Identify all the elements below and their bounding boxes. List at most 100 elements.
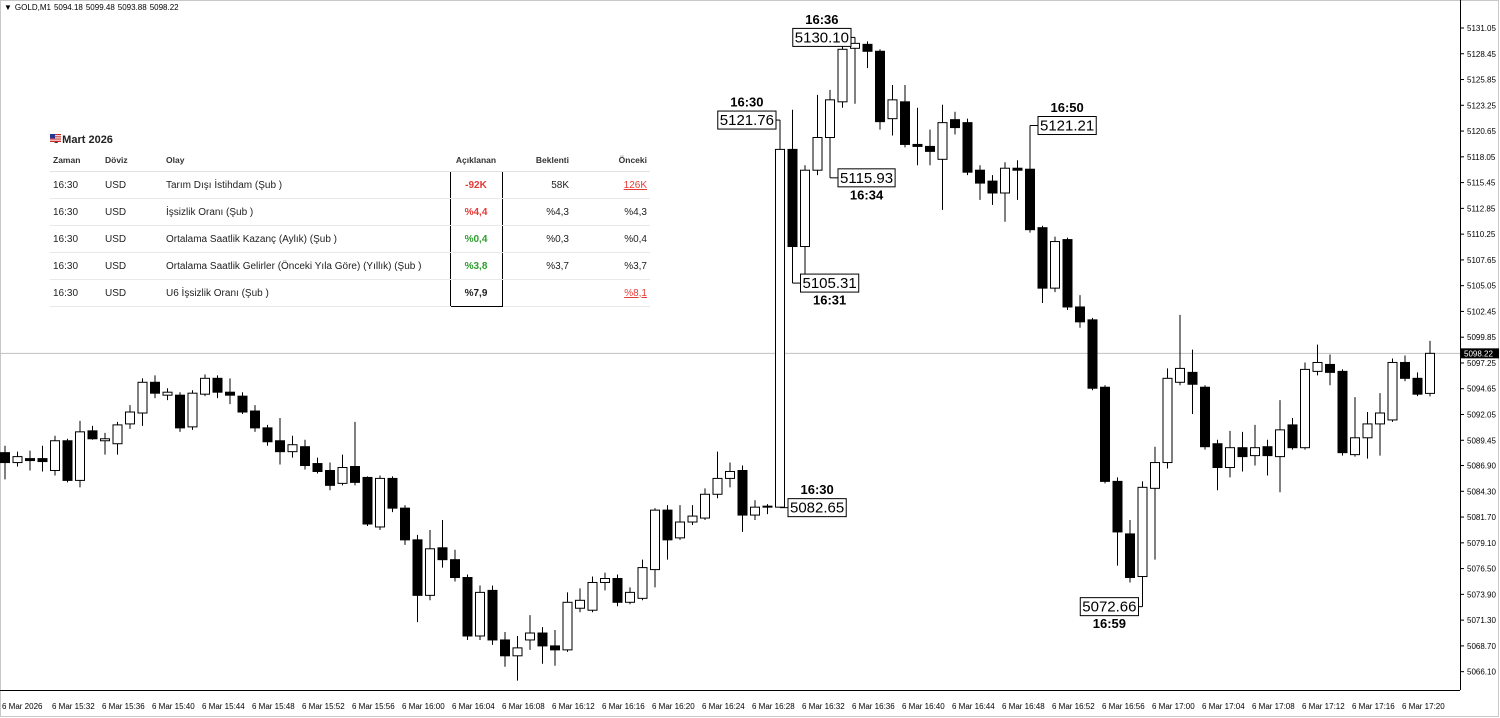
- candle-up: [675, 521, 685, 539]
- candle-up: [1300, 368, 1310, 449]
- cell-text: 16:30: [53, 179, 79, 191]
- cell-text: 16:30: [53, 287, 79, 299]
- candle-down: [225, 391, 235, 396]
- candle-up: [1387, 361, 1398, 421]
- cell-text: %8,1: [624, 287, 647, 299]
- candle-up: [937, 122, 948, 160]
- candle-up: [1137, 486, 1148, 578]
- x-tick-label: 6 Mar 16:20: [652, 702, 695, 711]
- candle-up: [600, 578, 610, 583]
- x-tick-label: 6 Mar 16:48: [1002, 702, 1045, 711]
- column-header: Açıklanan: [450, 153, 502, 172]
- x-tick-label: 6 Mar 17:00: [1152, 702, 1195, 711]
- cell-text: %0,3: [546, 233, 569, 245]
- currency: USD: [50, 134, 163, 307]
- candle-down: [62, 440, 73, 481]
- calendar-date: 6 Mart 2026: [53, 134, 113, 146]
- cell-text: İşsizlik Oranı (Şub ): [166, 206, 254, 218]
- candle-down: [737, 469, 748, 516]
- candle-down: [987, 180, 998, 194]
- annotation-time: 16:34: [850, 187, 884, 202]
- x-tick-label: 6 Mar 17:20: [1402, 702, 1445, 711]
- candle-down: [1212, 443, 1223, 469]
- x-tick-label: 6 Mar 15:36: [102, 702, 145, 711]
- candle-down: [500, 639, 510, 657]
- candle-down: [1200, 386, 1210, 448]
- forecast: 58K: [502, 171, 572, 199]
- symbol: GOLD,M1: [14, 3, 51, 12]
- x-tick-label: 6 Mar 16:52: [1052, 702, 1095, 711]
- cell-text: USD: [105, 260, 127, 272]
- candle-down: [387, 477, 398, 509]
- time: 16:30: [50, 198, 102, 226]
- x-tick-label: 6 Mar 2026: [2, 702, 43, 711]
- candle-up: [637, 567, 648, 599]
- calendar-table: Zaman Döviz Olay Açıklanan Beklenti Önceki 16…: [50, 134, 650, 307]
- candle-up: [1175, 367, 1185, 383]
- time: 16:30: [50, 279, 102, 307]
- candle-down: [1125, 533, 1135, 579]
- cell-text: 16:30: [53, 233, 79, 245]
- candle-up: [1162, 377, 1173, 464]
- cell-text: %4,3: [546, 206, 569, 218]
- previous: %8,1: [572, 279, 650, 307]
- cell-text: USD: [105, 287, 127, 299]
- y-tick-label: 5076.50: [1467, 565, 1496, 574]
- annotation: 5121.21 16:50: [1030, 100, 1097, 136]
- candle-up: [562, 601, 573, 651]
- candle-down: [1087, 319, 1098, 389]
- candle-down: [400, 507, 410, 541]
- previous: %4,3: [572, 198, 650, 226]
- column-header: Döviz: [102, 153, 163, 172]
- calendar-row: 16:30 USD Ortalama Saatlik Kazanç (Aylık) …: [50, 134, 650, 253]
- candle-up: [650, 509, 660, 571]
- candle-down: [262, 427, 273, 443]
- y-tick-label: 5079.10: [1467, 539, 1496, 548]
- actual: %4,4: [449, 198, 503, 226]
- currency: USD: [50, 134, 163, 253]
- candle-up: [50, 440, 60, 471]
- candle-down: [900, 101, 910, 145]
- x-tick-label: 6 Mar 15:32: [52, 702, 95, 711]
- x-tick-label: 6 Mar 16:16: [602, 702, 645, 711]
- candle-up: [425, 548, 435, 596]
- y-tick-label: 5097.25: [1467, 359, 1496, 368]
- price-tag: [1461, 348, 1499, 359]
- candle-up: [337, 467, 348, 484]
- annotation: 5121.76 16:30: [717, 94, 780, 130]
- candle-down: [300, 446, 310, 467]
- candle-up: [1350, 437, 1360, 456]
- candle-down: [312, 463, 323, 472]
- annotation: 5082.65 16:30: [780, 482, 847, 518]
- previous: 126K: [572, 171, 650, 199]
- cell-text: U6 İşsizlik Oranı (Şub ): [166, 287, 269, 299]
- candle-up: [1150, 462, 1160, 489]
- header-row: Zaman Döviz Olay Açıklanan Beklenti Önceki: [50, 153, 650, 172]
- candle-up: [125, 411, 135, 425]
- cell-text: %0,4: [624, 233, 647, 245]
- cell-text: -92K: [465, 179, 487, 191]
- candle-up: [375, 477, 385, 528]
- candle-up: [687, 515, 698, 523]
- x-tick-label: 6 Mar 15:52: [302, 702, 345, 711]
- candle-up: [1312, 361, 1323, 372]
- dropdown-arrow[interactable]: ▼: [4, 3, 12, 12]
- y-tick-label: 5073.90: [1467, 590, 1496, 599]
- forecast: [502, 279, 572, 307]
- candle-down: [925, 145, 935, 152]
- candle-up: [525, 632, 535, 641]
- candle-down: [1100, 386, 1110, 482]
- x-tick-label: 6 Mar 16:28: [752, 702, 795, 711]
- actual: %7,9: [449, 279, 503, 307]
- candle-down: [462, 577, 473, 637]
- candle-up: [200, 377, 210, 395]
- candle-down: [325, 469, 335, 486]
- currency: USD: [50, 134, 163, 280]
- x-tick-label: 6 Mar 16:36: [852, 702, 895, 711]
- forecast: %4,3: [502, 198, 572, 226]
- previous: %3,7: [572, 252, 650, 280]
